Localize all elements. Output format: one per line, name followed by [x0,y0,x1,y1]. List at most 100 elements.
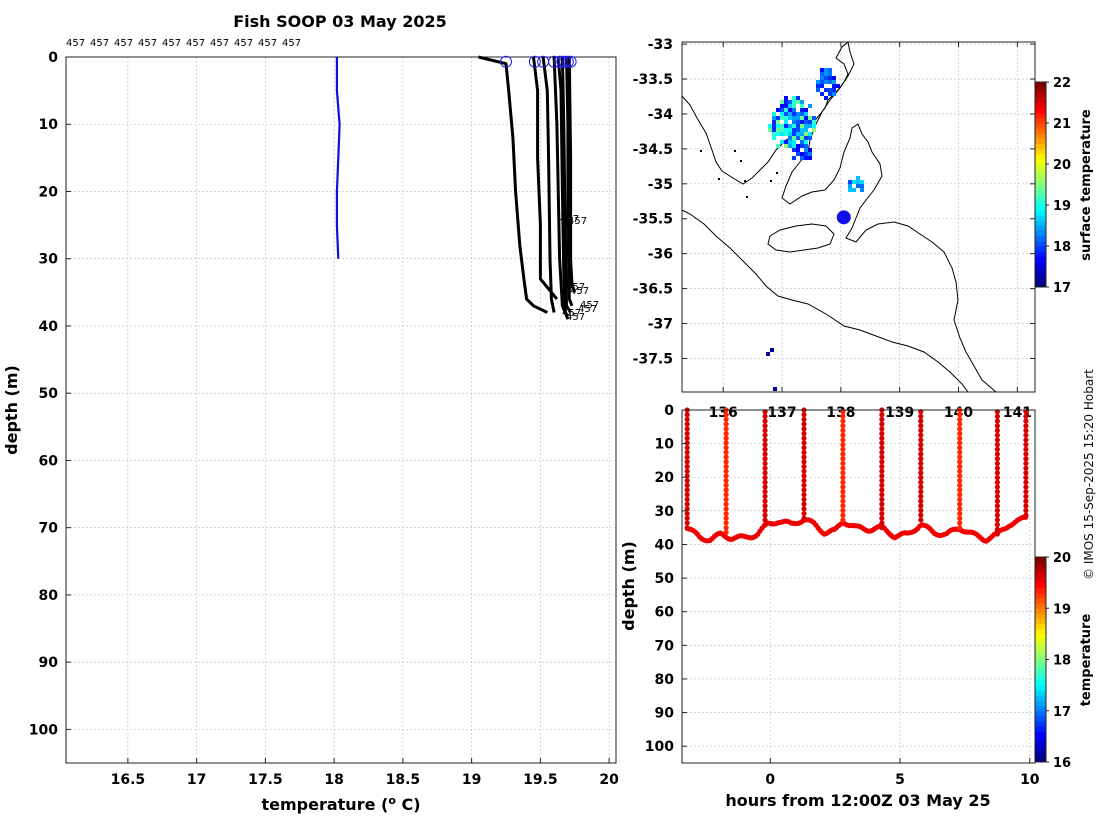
map-temperature-cell [776,108,780,112]
section-y-tick-label: 0 [664,403,674,419]
map-temperature-cell [828,68,832,72]
map-colorbar-segment [1035,97,1046,103]
section-data-point [684,416,690,423]
section-data-point [801,426,807,432]
section-colorbar-segment [1035,700,1046,707]
section-data-point [879,435,885,441]
section-data-point [994,465,1000,471]
section-plot-frame [681,409,1036,764]
map-colorbar-segment [1035,184,1046,191]
map-temperature-cell [768,128,772,132]
map-temperature-cell [792,148,796,152]
profile-end-label: 457 [580,300,599,311]
section-data-point [723,416,729,423]
profile-top-label: 457 [114,38,133,49]
map-temperature-cell [792,144,796,148]
map-temperature-cell [808,136,812,140]
profile-end-label: 457 [568,216,587,227]
map-temperature-cell [828,72,832,76]
section-colorbar-segment [1035,577,1046,584]
map-x-tick-label: 139 [885,405,914,421]
map-temperature-cell [796,144,800,148]
section-data-point [762,451,768,457]
profile-top-label: 457 [258,38,277,49]
section-data-point [684,435,690,441]
map-colorbar-tick-label: 22 [1053,76,1071,91]
section-data-point [801,482,807,488]
section-data-point [957,421,963,427]
section-data-point [801,412,807,418]
profile-line [567,56,577,293]
section-data-point [723,445,729,451]
section-data-point [994,432,1000,438]
section-data-point [918,446,924,452]
section-data-point [723,487,729,493]
section-data-point [684,478,690,484]
map-temperature-cell [772,128,776,132]
map-temperature-cell [796,100,800,104]
map-y-tick-label: -35 [648,177,673,193]
section-data-point [1023,456,1029,462]
section-colorbar-segment [1035,572,1046,578]
map-temperature-cell [784,100,788,104]
map-colorbar-segment [1035,107,1046,114]
section-data-point [840,460,846,467]
profile-surface-marker [559,55,572,68]
section-data-point [762,456,768,462]
map-temperature-cell [788,144,792,148]
section-data-point [723,430,729,437]
section-data-point [918,517,924,523]
section-colorbar-segment [1035,695,1046,701]
section-colorbar-segment [1035,567,1046,573]
map-temperature-cell [804,144,808,148]
section-data-point [801,506,807,512]
map-temperature-cell [808,152,812,156]
section-data-point [840,465,846,471]
section-data-point [879,440,885,446]
map-temperature-cell [772,132,776,136]
section-data-point [918,493,924,500]
section-data-point [879,492,885,498]
section-data-point [840,432,846,438]
section-data-point [684,520,690,526]
section-data-point [684,459,690,465]
section-x-tick-label: 10 [1020,772,1040,788]
section-data-point [684,482,690,488]
map-temperature-cell [796,120,800,124]
section-data-point [1023,446,1029,452]
section-colorbar-segment [1035,680,1046,686]
profile-end-label: 457 [570,286,589,297]
section-colorbar-segment [1035,587,1046,594]
map-colorbar-segment [1035,189,1046,196]
section-data-point [1023,432,1029,438]
section-data-point [723,473,729,479]
section-colorbar-label: temperature [1079,614,1094,707]
section-data-point [840,437,846,443]
section-data-point [879,501,885,507]
section-data-point [879,506,885,512]
section-data-point [994,522,1000,528]
section-data-point [723,520,729,526]
map-colorbar-segment [1035,240,1046,247]
section-data-point [723,482,729,488]
map-temperature-cell [848,184,852,188]
section-data-point [723,440,729,446]
map-temperature-cell [776,120,780,124]
map-x-tick-label: 137 [767,405,796,421]
section-data-point [801,510,807,517]
map-temperature-cell [860,180,864,184]
section-data-point [957,468,963,474]
section-colorbar-segment [1035,654,1046,660]
section-colorbar-tick-label: 16 [1053,756,1071,771]
map-colorbar-segment [1035,230,1046,237]
section-data-point [723,459,729,465]
section-data-point [994,526,1000,532]
section-data-point [879,478,885,484]
section-data-point [762,474,768,481]
profile-surface-marker [556,55,569,68]
map-temperature-cell [788,108,792,112]
section-data-point [801,478,807,484]
section-data-point [1023,423,1029,429]
section-data-point [1023,507,1029,514]
map-temperature-cell [788,136,792,140]
